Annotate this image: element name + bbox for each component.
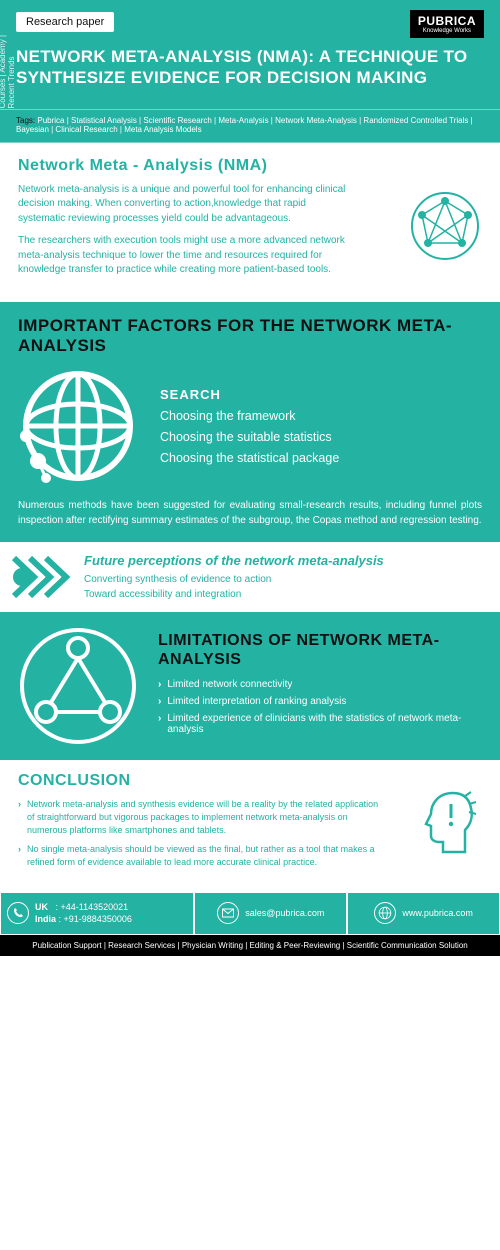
pubrica-logo: PUBRICA Knowledge Works: [410, 10, 484, 38]
limitation-2: ›Limited interpretation of ranking analy…: [158, 696, 482, 707]
logo-main: PUBRICA: [418, 14, 476, 28]
section-future: Future perceptions of the network meta-a…: [0, 542, 500, 612]
network-icon: [410, 191, 480, 261]
factor-2: Choosing the framework: [160, 409, 339, 423]
email-icon: [217, 902, 239, 924]
india-phone: : +91-9884350006: [59, 914, 132, 924]
chevron-icon: ›: [18, 798, 21, 837]
triple-chevron-icon: [12, 552, 74, 602]
footer-services: Publication Support | Research Services …: [0, 935, 500, 956]
contact-email: sales@pubrica.com: [194, 892, 347, 935]
tags-text: Pubrica | Statistical Analysis | Scienti…: [16, 116, 473, 134]
contact-bar: UK : +44-1143520021 India : +91-98843500…: [0, 890, 500, 935]
section-conclusion: CONCLUSION ›Network meta-analysis and sy…: [0, 760, 500, 889]
india-label: India: [35, 914, 56, 924]
chevron-icon: ›: [158, 713, 161, 735]
side-tabs: Courses | Academy | Recent Trends: [0, 8, 16, 109]
globe-small-icon: [374, 902, 396, 924]
conclusion-heading: CONCLUSION: [18, 772, 482, 790]
chevron-icon: ›: [158, 696, 161, 707]
globe-icon: [18, 366, 138, 486]
tags-bar: Tags: Pubrica | Statistical Analysis | S…: [0, 109, 500, 143]
nma-heading: Network Meta - Analysis (NMA): [18, 157, 482, 175]
contact-phone: UK : +44-1143520021 India : +91-98843500…: [0, 892, 194, 935]
limitation-1: ›Limited network connectivity: [158, 679, 482, 690]
section-limitations: LIMITATIONS OF NETWORK META- ANALYSIS ›L…: [0, 612, 500, 760]
methods-text: Numerous methods have been suggested for…: [0, 498, 500, 542]
factor-4: Choosing the statistical package: [160, 451, 339, 465]
future-heading: Future perceptions of the network meta-a…: [84, 553, 384, 568]
factors-heading: IMPORTANT FACTORS FOR THE NETWORK META-A…: [18, 316, 482, 357]
future-line-1: Converting synthesis of evidence to acti…: [84, 572, 384, 587]
nma-p2: The researchers with execution tools mig…: [18, 234, 348, 278]
factor-3: Choosing the suitable statistics: [160, 430, 339, 444]
section-factors: IMPORTANT FACTORS FOR THE NETWORK META-A…: [0, 302, 500, 499]
limitations-heading: LIMITATIONS OF NETWORK META- ANALYSIS: [158, 631, 482, 669]
research-paper-badge: Research paper: [16, 12, 114, 32]
future-line-2: Toward accessibility and integration: [84, 587, 384, 602]
nma-p1: Network meta-analysis is a unique and po…: [18, 183, 348, 227]
page-title: NETWORK META-ANALYSIS (NMA): A TECHNIQUE…: [16, 46, 484, 89]
phone-icon: [7, 902, 29, 924]
chevron-icon: ›: [18, 843, 21, 869]
email-text: sales@pubrica.com: [245, 908, 324, 918]
uk-label: UK: [35, 902, 48, 912]
conclusion-2: ›No single meta-analysis should be viewe…: [18, 843, 388, 869]
tags-label: Tags:: [16, 116, 35, 125]
factor-1: SEARCH: [160, 387, 339, 402]
factors-list: SEARCH Choosing the framework Choosing t…: [160, 380, 339, 472]
limitation-3: ›Limited experience of clinicians with t…: [158, 713, 482, 735]
logo-sub: Knowledge Works: [418, 28, 476, 34]
header: Courses | Academy | Recent Trends Resear…: [0, 0, 500, 109]
uk-phone: : +44-1143520021: [56, 902, 129, 912]
conclusion-1: ›Network meta-analysis and synthesis evi…: [18, 798, 388, 837]
section-nma: Network Meta - Analysis (NMA) Network me…: [0, 143, 500, 302]
chevron-icon: ›: [158, 679, 161, 690]
triangle-network-icon: [18, 626, 138, 746]
contact-website: www.pubrica.com: [347, 892, 500, 935]
head-idea-icon: [423, 790, 478, 855]
website-text: www.pubrica.com: [402, 908, 473, 918]
